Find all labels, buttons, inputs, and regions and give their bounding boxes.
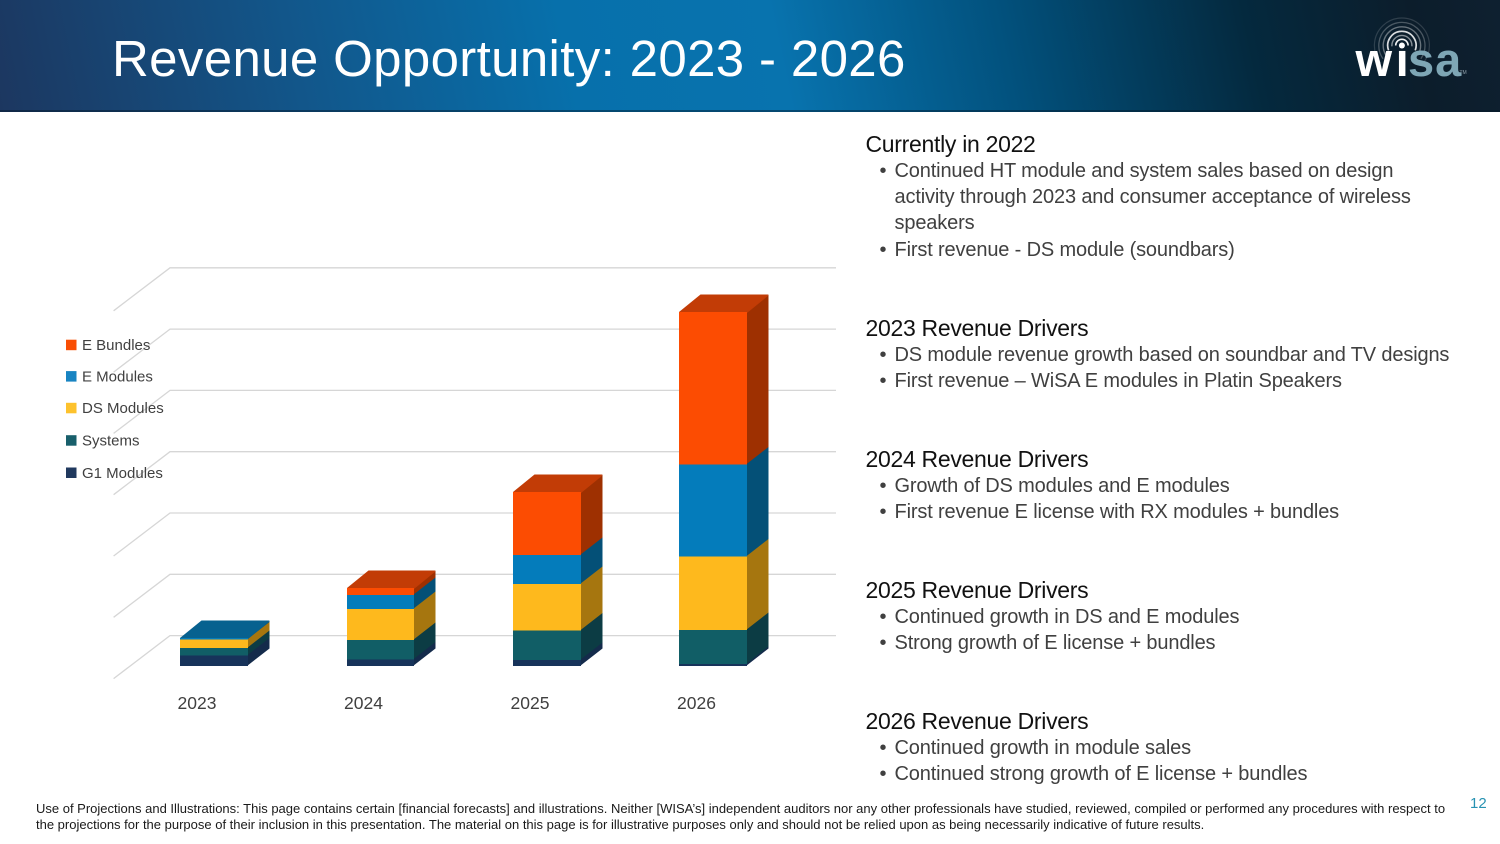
svg-text:E Bundles: E Bundles	[82, 337, 150, 354]
svg-text:DS Modules: DS Modules	[82, 400, 164, 417]
svg-text:G1 Modules: G1 Modules	[82, 465, 163, 482]
svg-text:2026: 2026	[677, 693, 716, 713]
svg-text:2025: 2025	[511, 693, 550, 713]
svg-text:sa: sa	[1408, 33, 1462, 86]
svg-text:Systems: Systems	[82, 433, 140, 450]
svg-text:w: w	[1355, 33, 1393, 86]
svg-text:2023: 2023	[178, 693, 217, 713]
svg-text:TM: TM	[1460, 70, 1467, 76]
svg-text:ı: ı	[1396, 33, 1409, 86]
svg-text:E Modules: E Modules	[82, 368, 153, 385]
svg-text:2024: 2024	[344, 693, 383, 713]
